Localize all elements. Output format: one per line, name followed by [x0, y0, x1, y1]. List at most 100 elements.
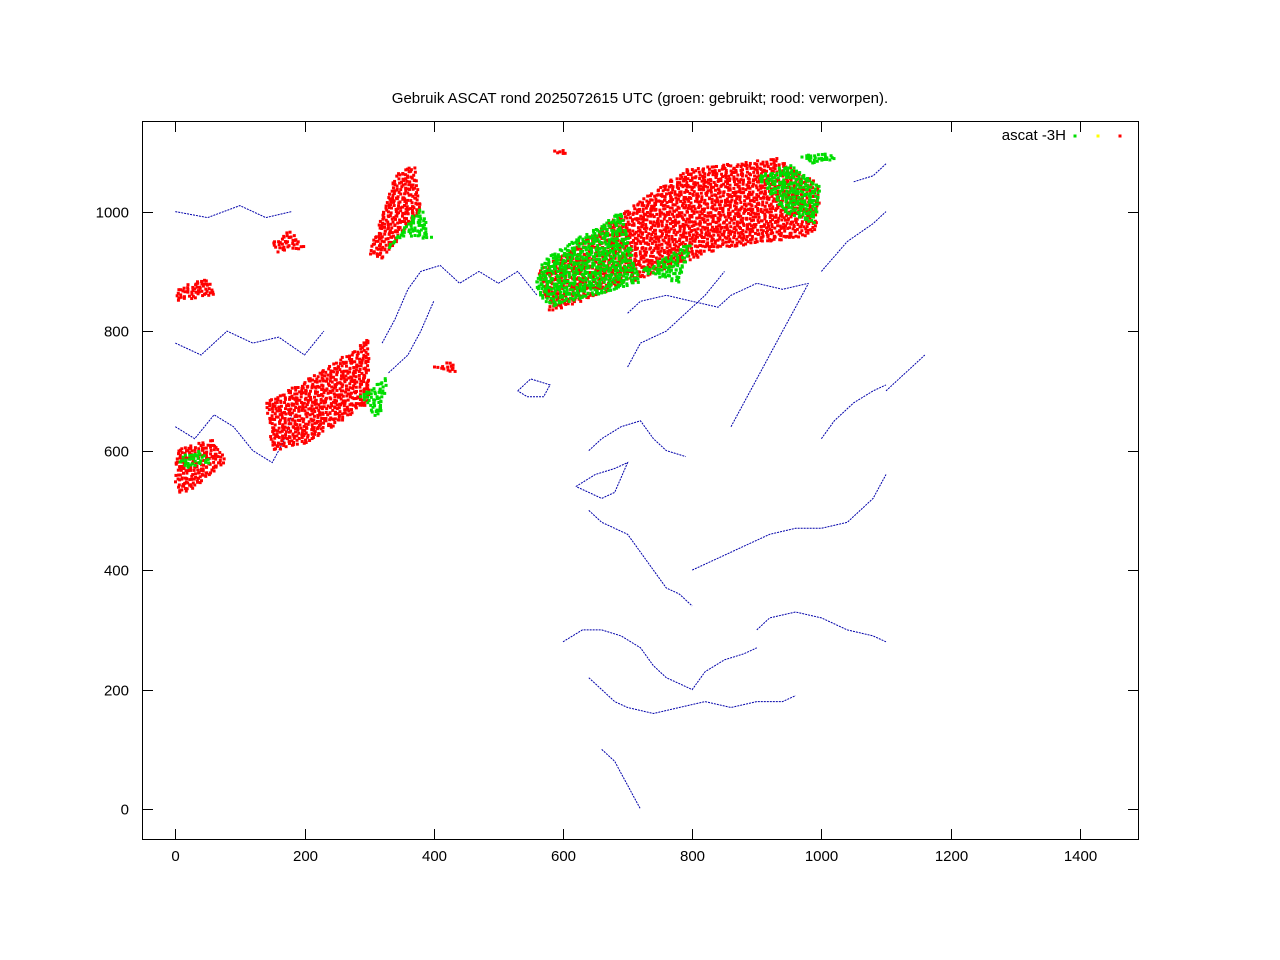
obs-point [562, 274, 566, 278]
obs-point [556, 303, 560, 307]
obs-point [608, 225, 612, 229]
obs-point [750, 210, 754, 214]
obs-point [344, 387, 348, 391]
obs-point [706, 165, 710, 169]
obs-point [553, 252, 557, 256]
obs-point [797, 177, 801, 181]
obs-point [544, 290, 548, 294]
obs-point [666, 250, 670, 254]
obs-point [649, 254, 653, 258]
obs-point [683, 235, 687, 239]
obs-point [324, 400, 328, 404]
obs-point [741, 238, 745, 242]
x-tick-label: 800 [680, 848, 705, 865]
obs-point [404, 173, 408, 177]
obs-point [744, 204, 748, 208]
obs-point [283, 419, 287, 423]
obs-point [286, 426, 290, 430]
obs-point [290, 402, 294, 406]
obs-point [769, 232, 773, 236]
obs-point [424, 233, 428, 237]
obs-point [644, 224, 648, 228]
obs-point [747, 184, 751, 188]
obs-point [282, 245, 286, 249]
obs-point [389, 235, 393, 239]
obs-point [664, 233, 668, 237]
obs-point [635, 246, 639, 250]
used-region-5 [800, 152, 836, 165]
obs-point [786, 203, 790, 207]
obs-point [369, 249, 373, 253]
obs-point [553, 278, 557, 282]
obs-point [287, 244, 291, 248]
obs-point [717, 219, 721, 223]
obs-point [388, 243, 392, 247]
obs-point [666, 256, 670, 260]
obs-point [770, 218, 774, 222]
obs-point [785, 234, 789, 238]
obs-point [690, 246, 694, 250]
obs-point [745, 163, 749, 167]
obs-point [620, 266, 624, 270]
obs-point [684, 178, 688, 182]
obs-point [369, 252, 373, 256]
obs-point [321, 399, 325, 403]
obs-point [608, 273, 612, 277]
obs-point [575, 261, 579, 265]
obs-point [305, 403, 309, 407]
obs-point [306, 384, 310, 388]
obs-point [554, 262, 558, 266]
obs-point [182, 286, 186, 290]
obs-point [776, 206, 780, 210]
obs-point [825, 157, 829, 161]
obs-point [566, 256, 570, 260]
obs-point [587, 273, 591, 277]
obs-point [805, 154, 809, 158]
obs-point [669, 227, 673, 231]
obs-point [567, 273, 571, 277]
obs-point [768, 238, 772, 242]
obs-point [288, 230, 292, 234]
obs-point [656, 222, 660, 226]
obs-point [544, 287, 548, 291]
obs-point [618, 264, 622, 268]
used-region-2 [535, 212, 640, 308]
obs-point [711, 207, 715, 211]
obs-point [706, 173, 710, 177]
obs-point [770, 188, 774, 192]
obs-point [636, 239, 640, 243]
obs-point [768, 184, 772, 188]
obs-point [739, 207, 743, 211]
obs-point [213, 454, 217, 458]
obs-point [412, 214, 416, 218]
obs-point [551, 297, 555, 301]
obs-point [725, 226, 729, 230]
obs-point [764, 179, 768, 183]
obs-point [691, 252, 695, 256]
obs-point [366, 360, 370, 364]
obs-point [799, 225, 803, 229]
obs-point [807, 203, 811, 207]
obs-point [603, 256, 607, 260]
obs-point [811, 225, 815, 229]
obs-point [401, 183, 405, 187]
obs-point [782, 178, 786, 182]
obs-point [362, 389, 366, 393]
obs-point [784, 199, 788, 203]
obs-point [181, 289, 185, 293]
obs-point [295, 442, 299, 446]
obs-point [183, 481, 187, 485]
obs-point [344, 364, 348, 368]
obs-point [814, 213, 818, 217]
obs-point [557, 255, 561, 259]
obs-point [399, 209, 403, 213]
obs-point [703, 226, 707, 230]
obs-point [586, 235, 590, 239]
obs-point [659, 202, 663, 206]
obs-point [664, 241, 668, 245]
obs-point [569, 288, 573, 292]
obs-point [547, 258, 551, 262]
obs-point [671, 240, 675, 244]
obs-point [803, 217, 807, 221]
obs-point [611, 249, 615, 253]
